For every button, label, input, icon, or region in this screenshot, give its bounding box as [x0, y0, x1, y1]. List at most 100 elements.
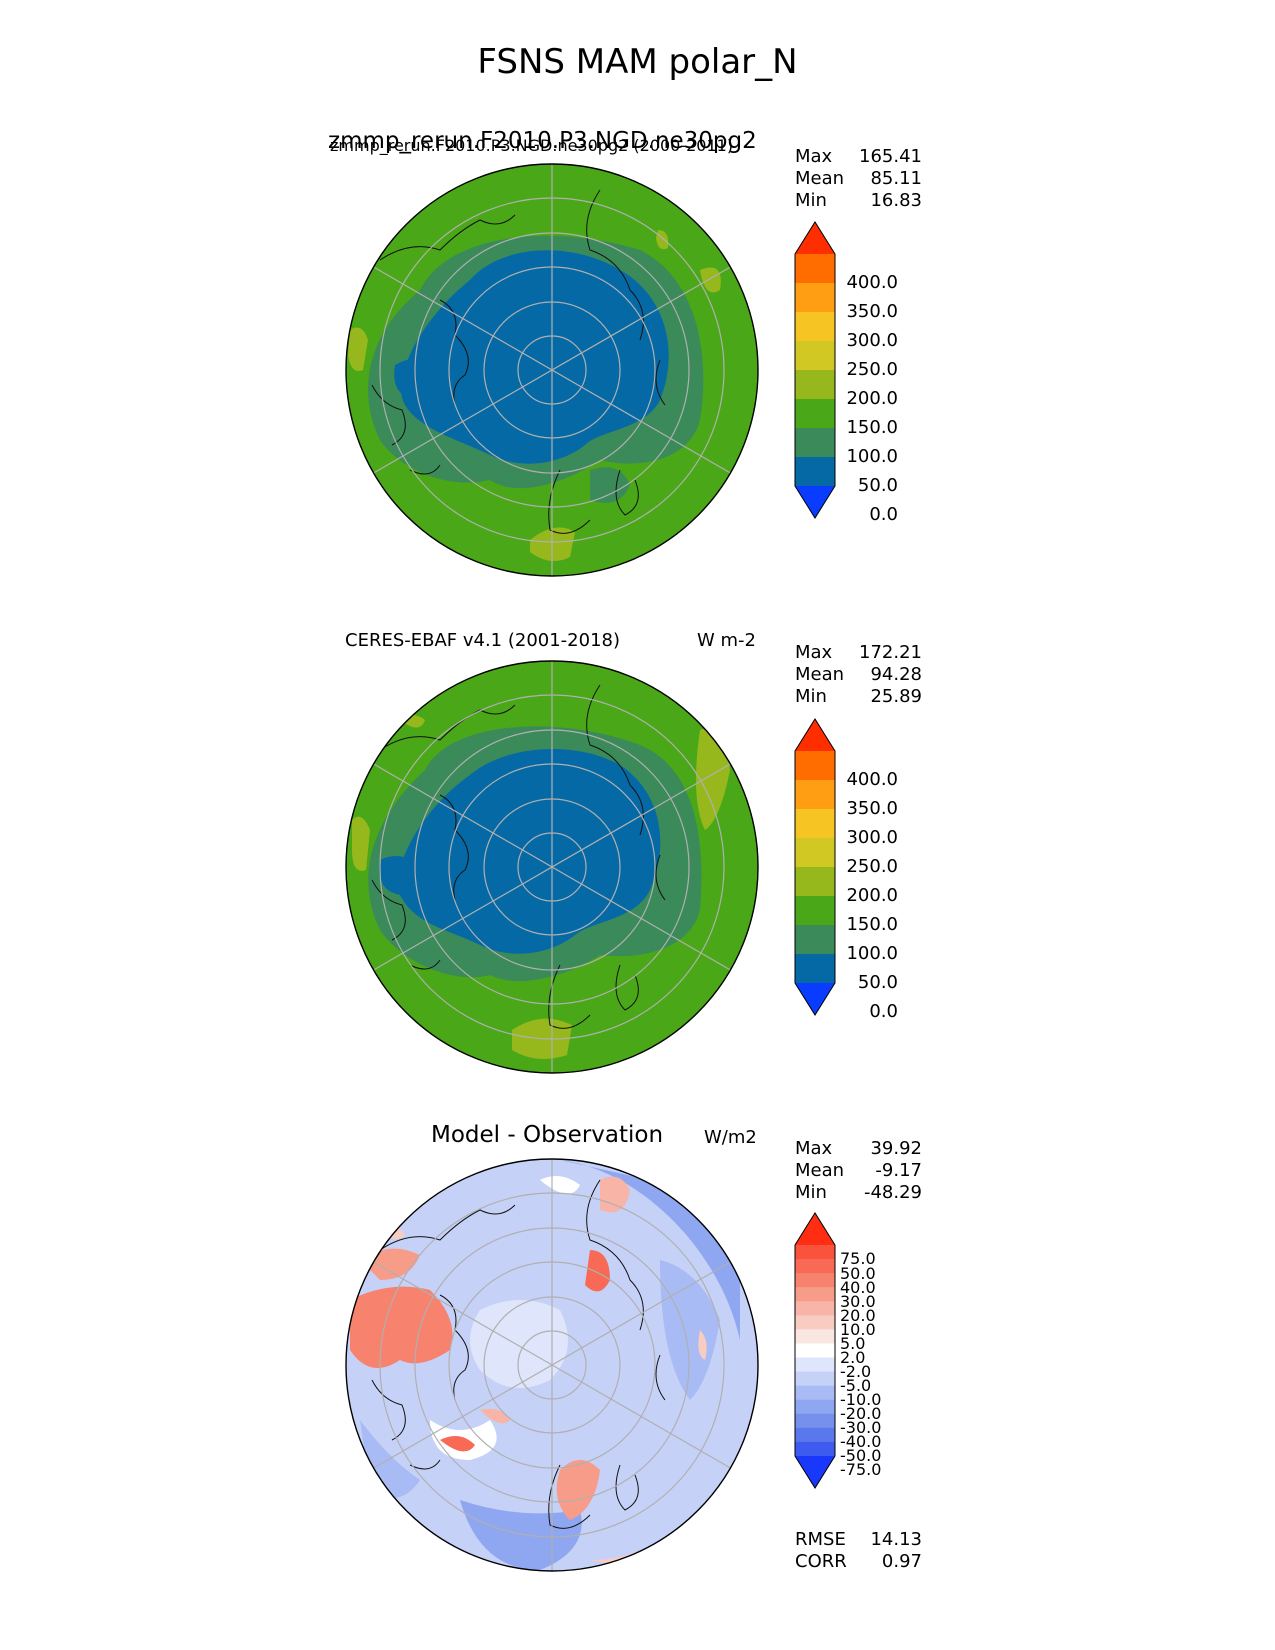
colorbar3-extend-top — [795, 1213, 835, 1245]
colorbar3-tick-label: -2.0 — [840, 1362, 872, 1381]
panel3-min-value: -48.29 — [863, 1182, 922, 1203]
colorbar2-outline — [794, 718, 836, 1016]
colorbar3-segment — [795, 1343, 835, 1359]
colorbar2-extend-top — [795, 719, 835, 751]
colorbar2-tick-label: 400.0 — [846, 769, 898, 791]
panel2-mean-label: Mean — [795, 664, 845, 685]
colorbar2-segment — [795, 896, 835, 926]
panel1-title: zmmp_rerun.F2010.P3.NGD.ne30pg2 — [328, 128, 757, 154]
colorbar1-segment — [795, 312, 835, 342]
colorbar2-segment — [795, 954, 835, 984]
colorbar3-segment — [795, 1399, 835, 1415]
colorbar3-tick-label: 40.0 — [840, 1277, 876, 1297]
panel3-mean-value: -9.17 — [875, 1160, 922, 1181]
colorbar1-segment — [795, 283, 835, 313]
panel3-title: Model - Observation — [431, 1122, 664, 1148]
colorbar2 — [794, 718, 836, 1016]
colorbar3-tick-label: 2.0 — [840, 1347, 866, 1367]
colorbar3-segment — [795, 1427, 835, 1443]
colorbar1-segment — [795, 399, 835, 429]
colorbar2-tick-label: 0.0 — [869, 1001, 898, 1023]
colorbar1-extend-top — [795, 222, 835, 254]
panel2-units: W m-2 — [697, 630, 757, 651]
panel3-max-value: 39.92 — [870, 1138, 922, 1159]
panel1-map — [345, 163, 759, 577]
colorbar3-tick-label: -75.0 — [840, 1460, 882, 1480]
colorbar3-segment — [795, 1357, 835, 1373]
colorbar3-segment — [795, 1385, 835, 1401]
colorbar3-segment — [795, 1301, 835, 1316]
colorbar1-segment — [795, 370, 835, 400]
colorbar2-segment — [795, 751, 835, 781]
colorbar1 — [794, 221, 836, 519]
colorbar3-tick-label: 50.0 — [840, 1263, 876, 1283]
colorbar1-tick-label: 150.0 — [846, 417, 898, 439]
colorbar3-segment — [795, 1273, 835, 1288]
colorbar3-tick-label: -5.0 — [840, 1376, 872, 1396]
colorbar2-tick-label: 200.0 — [846, 885, 898, 907]
corr-label: CORR — [795, 1551, 847, 1572]
colorbar3-tick-label: 30.0 — [840, 1291, 876, 1311]
colorbar3 — [794, 1212, 836, 1489]
colorbar1-tick-label: 250.0 — [846, 359, 898, 381]
rmse-label: RMSE — [795, 1529, 846, 1550]
colorbar2-tick-label: 300.0 — [846, 827, 898, 849]
panel2-map — [345, 660, 759, 1074]
colorbar1-outline — [794, 221, 836, 519]
colorbar3-segment — [795, 1287, 835, 1302]
panel1-max-label: Max — [795, 146, 833, 167]
panel1-min-value: 16.83 — [870, 190, 922, 211]
colorbar1-segment — [795, 341, 835, 371]
panel2-min-label: Min — [795, 686, 827, 707]
colorbar3-extend-bottom — [795, 1456, 835, 1488]
panel2-mean-value: 94.28 — [870, 664, 922, 685]
colorbar2-segment — [795, 838, 835, 868]
colorbar2-tick-label: 150.0 — [846, 914, 898, 936]
panel2-min-value: 25.89 — [870, 686, 922, 707]
panel2-title: CERES-EBAF v4.1 (2001-2018) — [345, 630, 621, 651]
colorbar1-tick-label: 300.0 — [846, 330, 898, 352]
colorbar3-segment — [795, 1315, 835, 1330]
colorbar2-tick-label: 50.0 — [857, 972, 898, 994]
colorbar1-segment — [795, 457, 835, 487]
colorbar3-tick-label: -30.0 — [840, 1418, 882, 1438]
panel3-units: W/m2 — [704, 1127, 757, 1148]
panel2-max-value: 172.21 — [859, 642, 922, 663]
panel3-max-label: Max — [795, 1138, 833, 1159]
panel3-mean-label: Mean — [795, 1160, 845, 1181]
figure-title: FSNS MAM polar_N — [477, 42, 798, 82]
panel2-max-label: Max — [795, 642, 833, 663]
colorbar1-tick-label: 100.0 — [846, 446, 898, 468]
colorbar1-segment — [795, 254, 835, 284]
colorbar3-tick-label: -50.0 — [840, 1446, 882, 1466]
panel3-map — [345, 1158, 759, 1572]
panel1-mean-label: Mean — [795, 168, 845, 189]
colorbar1-tick-label: 200.0 — [846, 388, 898, 410]
colorbar3-segment — [795, 1245, 835, 1260]
colorbar2-extend-bottom — [795, 983, 835, 1015]
corr-value: 0.97 — [881, 1551, 922, 1572]
colorbar2-segment — [795, 867, 835, 897]
colorbar2-segment — [795, 809, 835, 839]
colorbar3-segment — [795, 1441, 835, 1457]
colorbar3-tick-label: 75.0 — [840, 1249, 876, 1269]
colorbar3-tick-label: 10.0 — [840, 1319, 876, 1339]
colorbar3-segment — [795, 1329, 835, 1344]
colorbar2-segment — [795, 780, 835, 810]
colorbar3-tick-label: -20.0 — [840, 1404, 882, 1424]
colorbar3-tick-label: 20.0 — [840, 1305, 876, 1325]
colorbar2-tick-label: 100.0 — [846, 943, 898, 965]
panel1-mean-value: 85.11 — [870, 168, 922, 189]
colorbar2-tick-label: 250.0 — [846, 856, 898, 878]
colorbar1-tick-label: 0.0 — [869, 504, 898, 526]
colorbar3-outline — [794, 1212, 836, 1489]
colorbar2-tick-label: 350.0 — [846, 798, 898, 820]
colorbar1-segment — [795, 428, 835, 458]
colorbars — [794, 221, 836, 1489]
colorbar3-segment — [795, 1371, 835, 1387]
colorbar1-tick-label: 400.0 — [846, 272, 898, 294]
panel3-min-label: Min — [795, 1182, 827, 1203]
colorbar3-tick-label: 5.0 — [840, 1333, 866, 1353]
colorbar3-tick-label: -10.0 — [840, 1390, 882, 1410]
